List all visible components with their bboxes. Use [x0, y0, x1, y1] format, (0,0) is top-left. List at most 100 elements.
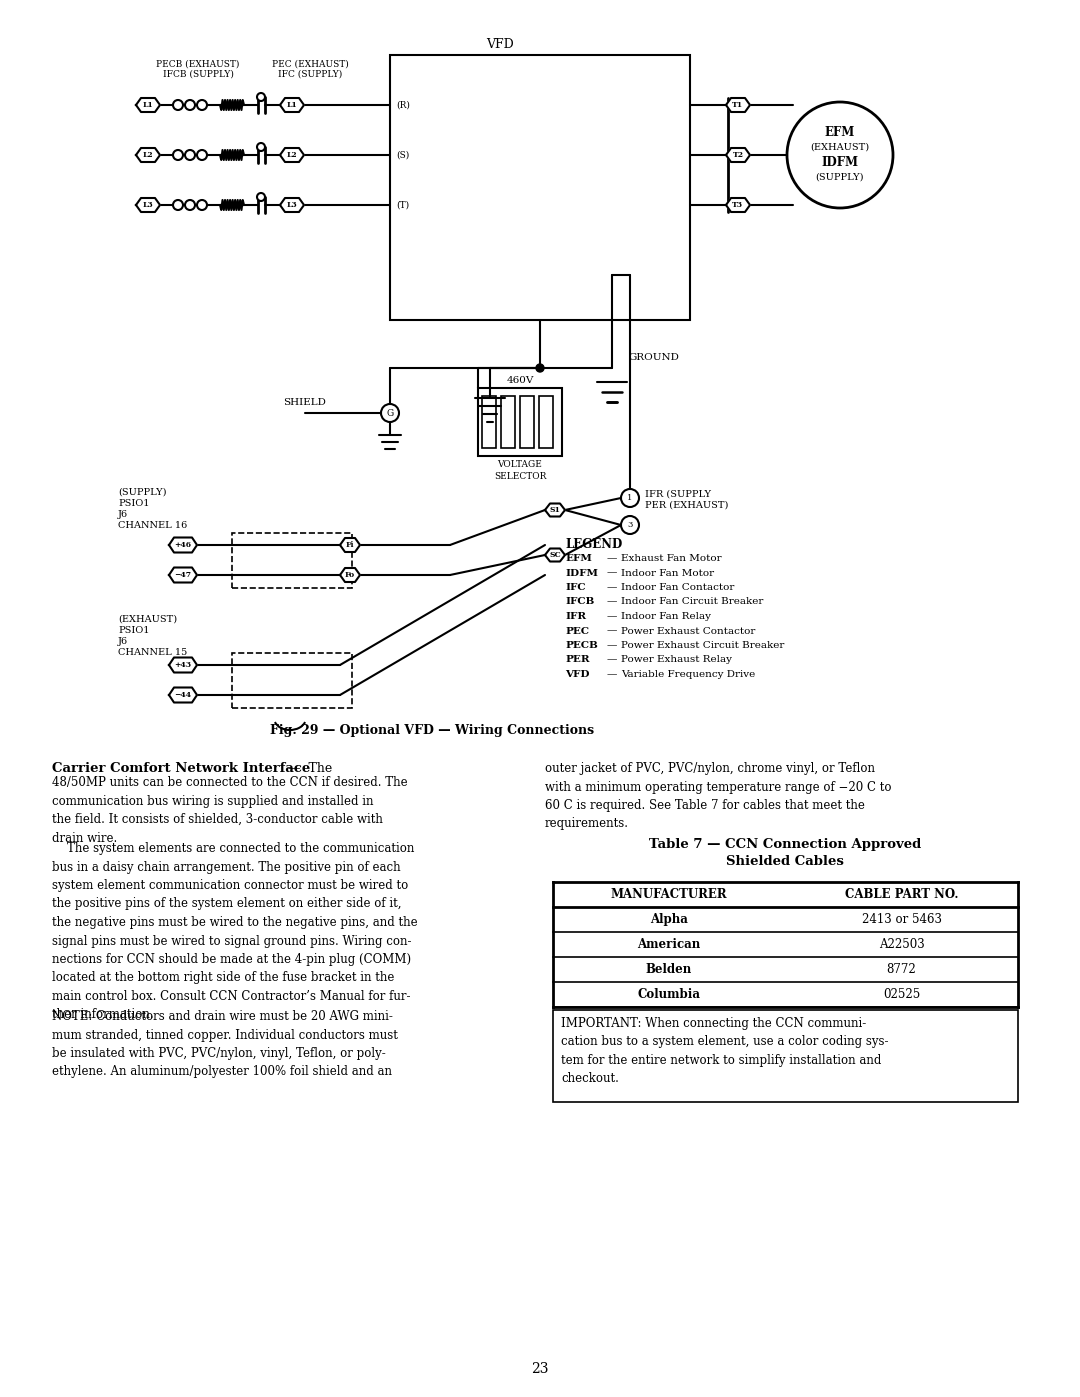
Bar	[478, 388, 562, 455]
Text: PER (EXHAUST): PER (EXHAUST)	[645, 502, 728, 510]
Bar	[482, 395, 496, 448]
Text: VFD: VFD	[486, 38, 514, 52]
Text: J6: J6	[118, 510, 129, 520]
Polygon shape	[136, 148, 160, 162]
Text: S1: S1	[550, 506, 561, 514]
Circle shape	[197, 149, 207, 161]
Text: Belden: Belden	[646, 963, 692, 977]
Text: 23: 23	[531, 1362, 549, 1376]
Polygon shape	[726, 148, 750, 162]
Text: (SUPPLY): (SUPPLY)	[815, 172, 864, 182]
Polygon shape	[545, 549, 565, 562]
Polygon shape	[545, 503, 565, 517]
Polygon shape	[136, 198, 160, 212]
Bar	[232, 534, 352, 588]
Text: 48/50MP units can be connected to the CCN if desired. The
communication bus wiri: 48/50MP units can be connected to the CC…	[52, 775, 407, 845]
Circle shape	[381, 404, 399, 422]
Polygon shape	[280, 148, 303, 162]
Text: VFD: VFD	[565, 671, 590, 679]
Text: L3: L3	[143, 201, 153, 210]
Text: —: —	[607, 598, 618, 606]
Text: CHANNEL 16: CHANNEL 16	[118, 521, 187, 529]
Text: EFM: EFM	[565, 555, 592, 563]
Text: (R): (R)	[396, 101, 410, 109]
Circle shape	[257, 193, 265, 201]
Text: PEC (EXHAUST): PEC (EXHAUST)	[272, 60, 349, 68]
Circle shape	[621, 515, 639, 534]
Polygon shape	[726, 98, 750, 112]
Polygon shape	[280, 98, 303, 112]
Bar	[501, 395, 515, 448]
Polygon shape	[340, 538, 360, 552]
Text: −44: −44	[175, 692, 191, 698]
Text: PSIO1: PSIO1	[118, 626, 149, 636]
Text: IFC (SUPPLY): IFC (SUPPLY)	[278, 70, 342, 80]
Circle shape	[536, 365, 544, 372]
Text: —: —	[607, 569, 618, 577]
Circle shape	[257, 142, 265, 151]
Text: T2: T2	[732, 151, 743, 159]
Text: +46: +46	[175, 541, 191, 549]
Text: PEC: PEC	[565, 626, 589, 636]
Text: L2: L2	[143, 151, 153, 159]
Text: Alpha: Alpha	[650, 914, 688, 926]
Text: −47: −47	[175, 571, 191, 578]
Text: 1: 1	[627, 495, 633, 502]
Text: IDFM: IDFM	[565, 569, 598, 577]
Polygon shape	[726, 198, 750, 212]
Text: —: —	[607, 612, 618, 622]
Circle shape	[185, 149, 195, 161]
Polygon shape	[168, 538, 197, 552]
Text: GROUND: GROUND	[627, 353, 679, 362]
Text: Fig. 29 — Optional VFD — Wiring Connections: Fig. 29 — Optional VFD — Wiring Connecti…	[270, 724, 594, 738]
Text: T3: T3	[732, 201, 743, 210]
Polygon shape	[168, 567, 197, 583]
Text: Fo: Fo	[345, 571, 355, 578]
Circle shape	[173, 149, 183, 161]
Circle shape	[257, 94, 265, 101]
Bar	[390, 54, 690, 320]
Text: Power Exhaust Relay: Power Exhaust Relay	[621, 655, 732, 665]
Text: PER: PER	[565, 655, 590, 665]
Text: IFR: IFR	[565, 612, 586, 622]
Text: IMPORTANT: When connecting the CCN communi-
cation bus to a system element, use : IMPORTANT: When connecting the CCN commu…	[561, 1017, 889, 1085]
Text: Variable Frequency Drive: Variable Frequency Drive	[621, 671, 755, 679]
Text: IFCB (SUPPLY): IFCB (SUPPLY)	[163, 70, 233, 80]
Text: Power Exhaust Contactor: Power Exhaust Contactor	[621, 626, 755, 636]
Polygon shape	[280, 198, 303, 212]
Bar	[553, 1010, 1018, 1102]
Text: (EXHAUST): (EXHAUST)	[810, 142, 869, 151]
Text: CHANNEL 15: CHANNEL 15	[118, 648, 187, 657]
Text: American: American	[637, 937, 701, 951]
Text: —  The: — The	[280, 761, 333, 775]
Bar	[519, 395, 534, 448]
Circle shape	[197, 200, 207, 210]
Text: VOLTAGE
SELECTOR: VOLTAGE SELECTOR	[494, 460, 546, 481]
Text: CABLE PART NO.: CABLE PART NO.	[845, 888, 958, 901]
Text: Indoor Fan Contactor: Indoor Fan Contactor	[621, 583, 734, 592]
Text: Indoor Fan Relay: Indoor Fan Relay	[621, 612, 711, 622]
Text: MANUFACTURER: MANUFACTURER	[610, 888, 727, 901]
Text: outer jacket of PVC, PVC/nylon, chrome vinyl, or Teflon
with a minimum operating: outer jacket of PVC, PVC/nylon, chrome v…	[545, 761, 891, 830]
Text: Fi: Fi	[346, 541, 354, 549]
Bar	[232, 652, 352, 708]
Text: —: —	[607, 671, 618, 679]
Text: 8772: 8772	[887, 963, 916, 977]
Text: Columbia: Columbia	[637, 988, 701, 1002]
Text: (S): (S)	[396, 151, 409, 159]
Circle shape	[173, 101, 183, 110]
Text: LEGEND: LEGEND	[565, 538, 622, 550]
Text: 460V: 460V	[507, 376, 534, 386]
Text: J6: J6	[118, 637, 129, 645]
Text: Indoor Fan Circuit Breaker: Indoor Fan Circuit Breaker	[621, 598, 764, 606]
Text: The system elements are connected to the communication
bus in a daisy chain arra: The system elements are connected to the…	[52, 842, 418, 1021]
Text: EFM: EFM	[825, 127, 855, 140]
Text: —: —	[607, 555, 618, 563]
Text: L1: L1	[143, 101, 153, 109]
Text: L1: L1	[286, 101, 297, 109]
Circle shape	[197, 101, 207, 110]
Text: NOTE: Conductors and drain wire must be 20 AWG mini-
mum stranded, tinned copper: NOTE: Conductors and drain wire must be …	[52, 1010, 397, 1078]
Text: SHIELD: SHIELD	[284, 398, 326, 407]
Polygon shape	[168, 658, 197, 672]
Text: PECB: PECB	[565, 641, 598, 650]
